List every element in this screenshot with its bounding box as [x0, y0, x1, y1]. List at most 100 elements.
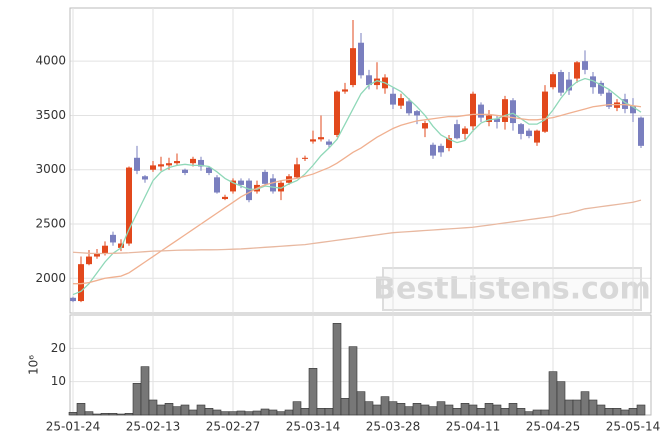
volume-bar — [468, 404, 478, 416]
x-tick-label: 25-03-14 — [286, 420, 340, 434]
candle-body — [70, 297, 76, 302]
volume-bar — [348, 346, 358, 416]
candle-body — [78, 264, 84, 302]
y-tick-label: 2000 — [35, 271, 66, 285]
volume-bar — [76, 403, 86, 416]
volume-bar — [204, 408, 214, 416]
volume-bar — [132, 383, 142, 416]
volume-bar — [460, 403, 470, 416]
candle-body — [198, 159, 204, 167]
volume-bar — [292, 401, 302, 416]
candle-body — [430, 144, 436, 156]
candle-body — [454, 124, 460, 139]
candle-body — [214, 177, 220, 193]
candle-body — [94, 253, 100, 257]
candle-body — [206, 167, 212, 173]
volume-bar — [444, 404, 454, 416]
candle-body — [606, 92, 612, 107]
candle-body — [102, 245, 108, 254]
volume-bar — [604, 408, 614, 416]
volume-bar — [476, 408, 486, 416]
candle-body — [262, 171, 268, 184]
candle-body — [550, 74, 556, 88]
volume-bar — [220, 411, 230, 416]
candle-body — [582, 61, 588, 70]
candle-body — [126, 167, 132, 244]
candle-body — [510, 100, 516, 124]
volume-bar — [556, 381, 566, 416]
x-tick-label: 25-04-25 — [526, 420, 580, 434]
volume-bar — [540, 409, 550, 416]
volume-bar — [148, 399, 158, 416]
volume-bar — [332, 323, 342, 416]
volume-bar — [236, 410, 246, 416]
volume-bar — [100, 413, 110, 416]
volume-bar — [324, 408, 334, 416]
candle-body — [502, 99, 508, 122]
x-tick-label: 25-02-27 — [206, 420, 260, 434]
y-tick-label: 20 — [51, 341, 66, 355]
candle-body — [478, 104, 484, 118]
candle-body — [574, 62, 580, 79]
volume-bar — [188, 409, 198, 416]
y-tick-label: 3000 — [35, 162, 66, 176]
candle-body — [558, 72, 564, 93]
moving-average-line — [72, 199, 642, 255]
x-tick-label: 25-04-11 — [446, 420, 500, 434]
volume-bar — [484, 403, 494, 416]
candle-body — [590, 76, 596, 88]
volume-bar — [380, 396, 390, 416]
candle-body — [238, 180, 244, 185]
volume-bar — [452, 408, 462, 416]
volume-bar — [116, 413, 126, 416]
x-tick-label: 25-05-14 — [606, 420, 660, 434]
candle-body — [174, 161, 180, 164]
candle-body — [334, 91, 340, 135]
volume-bar — [372, 404, 382, 416]
volume-bar — [252, 410, 262, 416]
volume-bar — [588, 399, 598, 416]
y-tick-label: 3500 — [35, 108, 66, 122]
volume-bar — [68, 412, 78, 416]
volume-bar — [500, 408, 510, 416]
candle-body — [422, 123, 428, 129]
candle-body — [494, 118, 500, 122]
candle-body — [638, 117, 644, 146]
volume-bar — [364, 401, 374, 416]
watermark-box — [382, 267, 642, 311]
candle-body — [86, 256, 92, 265]
volume-bar — [388, 401, 398, 416]
candle-body — [566, 79, 572, 91]
volume-bar — [596, 404, 606, 416]
volume-bar — [276, 411, 286, 416]
y-axis-label: 10⁶ — [27, 355, 41, 375]
volume-bar — [412, 403, 422, 416]
candle-body — [158, 164, 164, 167]
candle-body — [118, 243, 124, 248]
volume-bar — [268, 409, 278, 416]
x-tick-label: 25-02-13 — [126, 420, 180, 434]
volume-bar — [172, 406, 182, 416]
candle-body — [294, 164, 300, 178]
candle-body — [406, 101, 412, 114]
candle-body — [542, 91, 548, 132]
volume-bar — [308, 368, 318, 416]
volume-bar — [548, 371, 558, 416]
volume-bar — [244, 411, 254, 416]
candle-body — [598, 82, 604, 94]
volume-bar — [340, 398, 350, 416]
candle-body — [142, 176, 148, 180]
candle-body — [246, 180, 252, 201]
candle-body — [374, 78, 380, 86]
candle-body — [390, 93, 396, 105]
volume-bar — [420, 404, 430, 416]
candle-body — [326, 141, 332, 145]
volume-bar — [516, 408, 526, 416]
volume-bar — [436, 401, 446, 416]
candle-body — [398, 98, 404, 106]
candle-body — [310, 139, 316, 142]
volume-bar — [580, 391, 590, 416]
volume-bar — [140, 366, 150, 416]
volume-bar — [564, 399, 574, 416]
volume-bar — [164, 403, 174, 416]
